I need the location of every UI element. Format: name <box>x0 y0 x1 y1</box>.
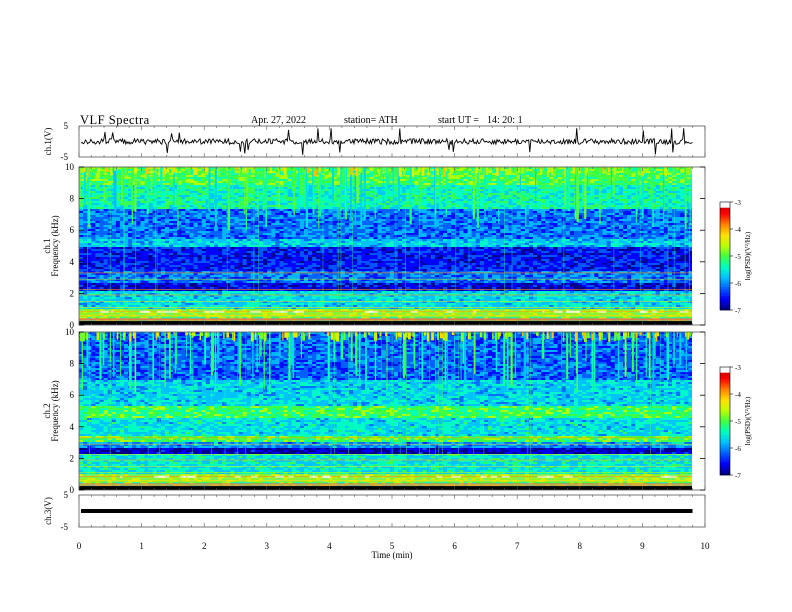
ch2-channel-label: ch.2 <box>42 403 52 418</box>
x-tick-5: 5 <box>390 541 395 551</box>
x-tick-3: 3 <box>265 541 270 551</box>
ch1-colorbar-tick-4: -7 <box>735 307 741 315</box>
ch1-channel-label: ch.1 <box>42 238 52 253</box>
x-tick-2: 2 <box>202 541 207 551</box>
ch1-colorbar-tick-3: -6 <box>735 280 741 288</box>
ch2-spectrogram-ytick-2: 4 <box>70 422 75 432</box>
ch1-colorbar <box>719 201 731 311</box>
chart-title: VLF Spectra <box>80 113 150 127</box>
ch1-spectrogram-ylabel: Frequency (kHz) <box>50 215 60 276</box>
x-tick-4: 4 <box>327 541 332 551</box>
x-tick-0: 0 <box>77 541 82 551</box>
ch2-colorbar <box>719 366 731 476</box>
ch1-colorbar-label: log(PSD)(V²/Hz) <box>744 231 752 280</box>
ch1-waveform-line <box>80 128 693 155</box>
ch1-spectrogram-ytick-1: 2 <box>70 288 75 298</box>
ch2-colorbar-tick-3: -6 <box>735 445 741 453</box>
x-tick-10: 10 <box>701 541 711 551</box>
ch2-spectrogram-image <box>79 332 692 490</box>
ch1-spectrogram-ytick-3: 6 <box>70 225 75 235</box>
start-ut-prefix: start UT = <box>438 115 480 126</box>
ch2-colorbar-tick-0: -3 <box>735 364 741 372</box>
ch3-waveform-ytick-bottom: -5 <box>61 522 69 532</box>
x-tick-1: 1 <box>139 541 144 551</box>
ch1-spectrogram-ytick-4: 8 <box>70 194 75 204</box>
ch1-colorbar-tick-1: -4 <box>735 226 741 234</box>
ch2-spectrogram-ytick-3: 6 <box>70 390 75 400</box>
ch3-waveform-ylabel: ch.3(V) <box>43 497 53 525</box>
ch2-spectrogram-ytick-4: 8 <box>70 359 75 369</box>
ch2-colorbar-tick-1: -4 <box>735 391 741 399</box>
ch2-colorbar-tick-4: -7 <box>735 472 741 480</box>
ch2-colorbar-tick-2: -5 <box>735 418 741 426</box>
x-tick-8: 8 <box>578 541 583 551</box>
ch1-waveform-ytick-top: 5 <box>64 121 69 131</box>
date-label: Apr. 27, 2022 <box>251 115 306 126</box>
start-ut-value: 14: 20: 1 <box>487 115 523 126</box>
ch2-colorbar-label: log(PSD)(V²/Hz) <box>744 396 752 445</box>
ch2-spectrogram-ytick-5: 10 <box>65 327 75 337</box>
ch1-waveform-ytick-bottom: -5 <box>61 152 69 162</box>
ch2-spectrogram-ytick-0: 0 <box>70 485 75 495</box>
ch2-spectrogram-ytick-1: 2 <box>70 453 75 463</box>
x-axis-label: Time (min) <box>372 550 413 560</box>
ch1-colorbar-tick-2: -5 <box>735 253 741 261</box>
ch1-spectrogram-ytick-0: 0 <box>70 320 75 330</box>
ch1-colorbar-tick-0: -3 <box>735 199 741 207</box>
ch3-waveform-ytick-top: 5 <box>64 490 69 500</box>
x-tick-6: 6 <box>452 541 457 551</box>
start-time-label: start UT = 14: 20: 1 <box>438 115 523 126</box>
x-tick-7: 7 <box>515 541 520 551</box>
station-label: station= ATH <box>344 115 398 126</box>
ch1-spectrogram-ytick-2: 4 <box>70 257 75 267</box>
ch1-spectrogram-ytick-5: 10 <box>65 162 75 172</box>
ch2-spectrogram-ylabel: Frequency (kHz) <box>50 380 60 441</box>
ch1-waveform-ylabel: ch.1(V) <box>43 128 53 156</box>
x-tick-9: 9 <box>640 541 645 551</box>
ch1-spectrogram-image <box>79 167 692 325</box>
